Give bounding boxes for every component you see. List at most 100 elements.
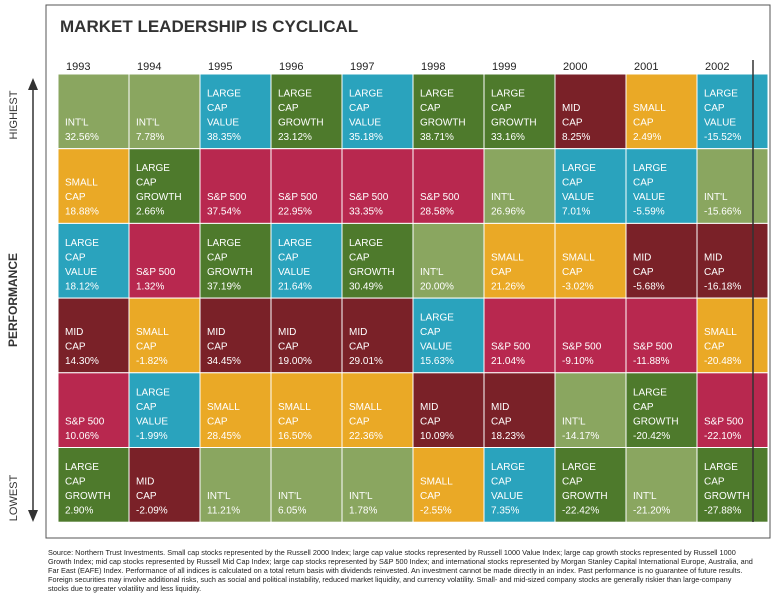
year-label: 1996 bbox=[279, 61, 303, 73]
cell-label: CAP bbox=[65, 342, 86, 353]
cell-label: GROWTH bbox=[349, 267, 395, 278]
cell-value: 33.35% bbox=[349, 207, 383, 218]
cell-value: 2.66% bbox=[136, 207, 164, 218]
year-label: 1997 bbox=[350, 61, 374, 73]
cell bbox=[57, 447, 130, 523]
cell-value: 23.12% bbox=[278, 132, 312, 143]
cell-label: CAP bbox=[349, 416, 370, 427]
cell-label: CAP bbox=[704, 267, 725, 278]
cell bbox=[696, 148, 769, 224]
cell-label: CAP bbox=[562, 178, 583, 189]
cell-label: INT'L bbox=[65, 118, 89, 129]
cell-label: CAP bbox=[420, 103, 441, 114]
cell-value: 21.26% bbox=[491, 281, 525, 292]
cell-label: SMALL bbox=[633, 103, 666, 114]
cell-label: INT'L bbox=[633, 491, 657, 502]
cell-value: 11.21% bbox=[207, 506, 240, 517]
cell-label: LARGE bbox=[65, 238, 99, 249]
year-label: 1995 bbox=[208, 61, 232, 73]
cell-label: CAP bbox=[278, 103, 299, 114]
cell-label: SMALL bbox=[278, 402, 311, 413]
cell bbox=[412, 297, 485, 374]
cell-value: 32.56% bbox=[65, 132, 99, 143]
cell-label: MID bbox=[136, 477, 154, 488]
cell-value: -22.42% bbox=[562, 506, 599, 517]
axis-middle: PERFORMANCE bbox=[6, 253, 20, 347]
year-label: 2000 bbox=[563, 61, 587, 73]
cell-value: 16.50% bbox=[278, 431, 312, 442]
cell bbox=[128, 372, 201, 448]
cell bbox=[128, 73, 201, 150]
cell-label: CAP bbox=[633, 402, 654, 413]
cell bbox=[483, 73, 556, 150]
cell-label: VALUE bbox=[65, 267, 97, 278]
cell-label: INT'L bbox=[349, 491, 373, 502]
cell-label: CAP bbox=[136, 342, 157, 353]
cell-label: VALUE bbox=[349, 118, 381, 129]
cell bbox=[199, 372, 272, 448]
year-label: 2001 bbox=[634, 61, 658, 73]
cell-label: INT'L bbox=[278, 491, 302, 502]
cell-label: INT'L bbox=[136, 118, 160, 129]
cell-label: SMALL bbox=[704, 327, 737, 338]
cell bbox=[341, 73, 414, 150]
cell-label: LARGE bbox=[278, 89, 312, 100]
cell-label: SMALL bbox=[491, 252, 524, 263]
cell-label: CAP bbox=[704, 477, 725, 488]
cell-value: 28.45% bbox=[207, 431, 241, 442]
cell-label: LARGE bbox=[491, 462, 525, 473]
cell-label: CAP bbox=[704, 342, 725, 353]
cell-label: SMALL bbox=[207, 402, 240, 413]
cell-label: VALUE bbox=[207, 118, 239, 129]
cell-value: 28.58% bbox=[420, 207, 454, 218]
cell-label: S&P 500 bbox=[65, 416, 105, 427]
cell bbox=[270, 372, 343, 448]
cell-label: CAP bbox=[136, 402, 157, 413]
cell-value: 26.96% bbox=[491, 207, 525, 218]
cell-label: CAP bbox=[491, 416, 512, 427]
cell bbox=[625, 297, 698, 374]
cell-label: LARGE bbox=[704, 462, 738, 473]
cell-label: CAP bbox=[562, 477, 583, 488]
cell bbox=[483, 447, 556, 523]
cell-label: CAP bbox=[633, 178, 654, 189]
cell bbox=[625, 447, 698, 523]
cell bbox=[412, 372, 485, 448]
cell-label: CAP bbox=[207, 103, 228, 114]
cell-label: VALUE bbox=[633, 192, 665, 203]
cell-value: 18.12% bbox=[65, 281, 99, 292]
cell-label: VALUE bbox=[562, 192, 594, 203]
cell-label: S&P 500 bbox=[420, 192, 460, 203]
cell-label: CAP bbox=[491, 103, 512, 114]
cell-value: -11.88% bbox=[633, 356, 670, 367]
arrow-up bbox=[28, 78, 38, 90]
cell bbox=[696, 372, 769, 448]
cell-label: INT'L bbox=[562, 416, 586, 427]
cell bbox=[554, 148, 627, 224]
cell-value: 1.32% bbox=[136, 281, 164, 292]
cell-label: CAP bbox=[65, 477, 86, 488]
cell bbox=[57, 222, 130, 299]
cell-value: 38.35% bbox=[207, 132, 241, 143]
cell bbox=[341, 297, 414, 374]
cell-label: S&P 500 bbox=[704, 416, 744, 427]
cell-label: CAP bbox=[278, 416, 299, 427]
cell-value: 2.90% bbox=[65, 506, 93, 517]
cell-value: 33.16% bbox=[491, 132, 525, 143]
cell bbox=[625, 222, 698, 299]
cell-value: 21.04% bbox=[491, 356, 525, 367]
cell-value: -1.99% bbox=[136, 431, 168, 442]
year-label: 1998 bbox=[421, 61, 445, 73]
cell-value: -22.10% bbox=[704, 431, 741, 442]
cell-value: -2.55% bbox=[420, 506, 452, 517]
cell-label: CAP bbox=[491, 477, 512, 488]
cell-label: LARGE bbox=[349, 89, 383, 100]
cell-label: LARGE bbox=[136, 163, 170, 174]
cell-value: -3.02% bbox=[562, 281, 594, 292]
cell-label: MID bbox=[65, 327, 83, 338]
year-label: 1999 bbox=[492, 61, 516, 73]
cell-label: S&P 500 bbox=[633, 342, 673, 353]
cell-value: -15.66% bbox=[704, 207, 741, 218]
cell-value: -27.88% bbox=[704, 506, 741, 517]
year-label: 1993 bbox=[66, 61, 90, 73]
